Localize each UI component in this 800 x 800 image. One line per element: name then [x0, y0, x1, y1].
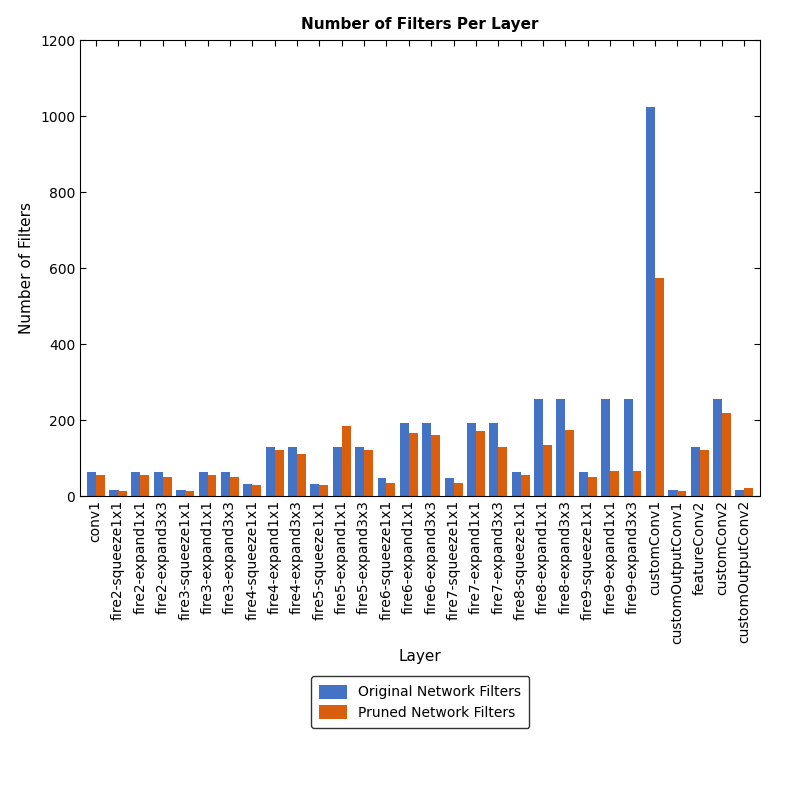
Bar [690, 447, 700, 496]
Bar [131, 472, 140, 496]
Bar [678, 490, 686, 496]
Bar [252, 485, 261, 496]
Bar [154, 472, 162, 496]
Bar [623, 398, 633, 496]
Bar [86, 472, 96, 496]
Bar [176, 490, 185, 496]
Bar [378, 478, 386, 496]
Bar [109, 490, 118, 496]
Bar [744, 488, 754, 496]
Bar [476, 431, 485, 496]
Bar [668, 490, 678, 496]
Bar [297, 454, 306, 496]
Bar [557, 398, 566, 496]
Legend: Original Network Filters, Pruned Network Filters: Original Network Filters, Pruned Network… [310, 676, 530, 728]
Bar [454, 482, 462, 496]
Bar [355, 447, 364, 496]
Bar [342, 426, 350, 496]
Bar [534, 398, 543, 496]
X-axis label: Layer: Layer [398, 649, 442, 664]
Bar [713, 398, 722, 496]
Bar [118, 491, 127, 496]
Bar [422, 423, 431, 496]
Bar [431, 435, 440, 496]
Bar [266, 447, 274, 496]
Bar [655, 278, 664, 496]
Bar [207, 475, 217, 496]
Bar [319, 485, 328, 496]
Bar [588, 477, 597, 496]
Bar [364, 450, 373, 496]
Bar [722, 413, 731, 496]
Bar [735, 490, 744, 496]
Bar [288, 447, 297, 496]
Bar [445, 478, 454, 496]
Bar [230, 477, 239, 496]
Bar [579, 472, 588, 496]
Bar [140, 475, 150, 496]
Bar [243, 484, 252, 496]
Title: Number of Filters Per Layer: Number of Filters Per Layer [302, 17, 538, 32]
Bar [566, 430, 574, 496]
Y-axis label: Number of Filters: Number of Filters [19, 202, 34, 334]
Bar [521, 475, 530, 496]
Bar [162, 477, 172, 496]
Bar [96, 475, 105, 496]
Bar [386, 482, 395, 496]
Bar [498, 446, 507, 496]
Bar [310, 484, 319, 496]
Bar [543, 445, 552, 496]
Bar [274, 450, 283, 496]
Bar [185, 490, 194, 496]
Bar [601, 398, 610, 496]
Bar [610, 471, 619, 496]
Bar [512, 472, 521, 496]
Bar [467, 423, 476, 496]
Bar [221, 472, 230, 496]
Bar [400, 423, 409, 496]
Bar [646, 107, 655, 496]
Bar [409, 434, 418, 496]
Bar [700, 450, 709, 496]
Bar [333, 447, 342, 496]
Bar [490, 423, 498, 496]
Bar [633, 471, 642, 496]
Bar [198, 472, 207, 496]
